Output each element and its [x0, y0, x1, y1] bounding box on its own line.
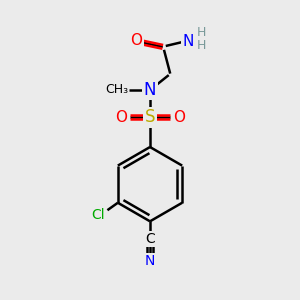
Text: N: N: [145, 254, 155, 268]
Text: S: S: [145, 108, 155, 126]
Text: Cl: Cl: [91, 208, 104, 222]
Text: CH₃: CH₃: [105, 83, 128, 96]
Text: O: O: [173, 110, 185, 125]
Text: H: H: [197, 39, 206, 52]
Text: H: H: [197, 26, 206, 38]
Text: O: O: [115, 110, 127, 125]
Text: N: N: [144, 81, 156, 99]
Text: N: N: [182, 34, 194, 49]
Text: O: O: [130, 33, 142, 48]
Text: C: C: [145, 232, 155, 246]
